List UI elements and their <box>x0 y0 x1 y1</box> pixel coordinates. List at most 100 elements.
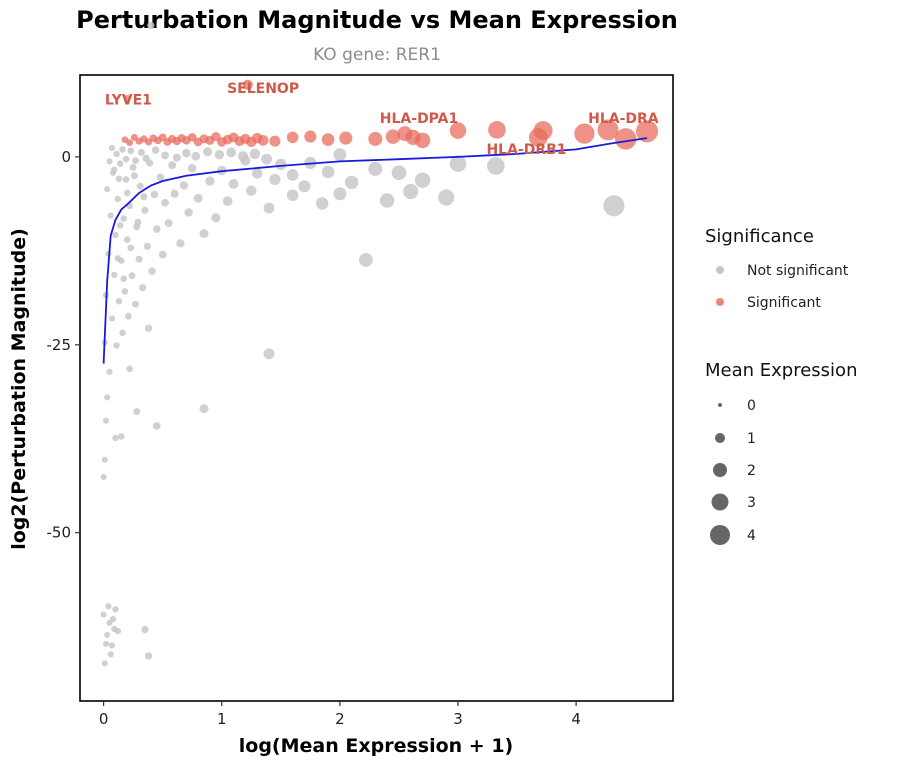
point-not-significant <box>100 611 107 618</box>
point-not-significant <box>286 169 299 181</box>
point-not-significant <box>118 433 125 440</box>
point-not-significant <box>125 312 132 320</box>
gene-label: SELENOP <box>227 81 299 97</box>
point-significant <box>286 131 299 144</box>
point-not-significant <box>152 422 161 430</box>
legend-size-1-swatch <box>715 433 725 443</box>
legend-size-2-label: 2 <box>747 463 756 479</box>
legend-size-title: Mean Expression <box>705 360 857 381</box>
point-significant <box>574 123 595 144</box>
legend-mean-expression: Mean Expression 0 1 2 3 4 <box>705 360 857 545</box>
legend-size-3-swatch <box>711 493 729 511</box>
point-significant <box>187 133 197 142</box>
point-not-significant <box>120 215 128 222</box>
point-not-significant <box>170 189 179 198</box>
y-tick-label: 0 <box>61 148 71 166</box>
point-significant <box>304 130 317 143</box>
point-not-significant <box>156 173 165 182</box>
point-not-significant <box>109 615 117 623</box>
point-not-significant <box>122 176 130 183</box>
point-significant <box>321 133 335 146</box>
point-not-significant <box>161 151 169 160</box>
point-not-significant <box>121 288 129 295</box>
point-not-significant <box>191 151 201 161</box>
point-not-significant <box>199 229 209 239</box>
point-not-significant <box>164 219 173 228</box>
point-not-significant <box>438 189 455 206</box>
point-not-significant <box>120 275 128 282</box>
point-not-significant <box>168 161 177 170</box>
point-not-significant <box>269 173 281 185</box>
point-not-significant <box>263 348 275 360</box>
point-not-significant <box>315 197 329 210</box>
point-not-significant <box>108 144 116 152</box>
point-significant <box>130 133 138 141</box>
point-not-significant <box>108 642 116 649</box>
point-significant <box>269 135 281 147</box>
point-significant <box>385 129 401 144</box>
point-not-significant <box>226 147 237 158</box>
point-not-significant <box>333 187 347 201</box>
point-not-significant <box>228 179 239 189</box>
point-not-significant <box>179 181 189 190</box>
point-not-significant <box>298 180 311 193</box>
legend-size-4-swatch <box>710 525 730 545</box>
point-not-significant <box>102 640 110 647</box>
point-not-significant <box>414 172 431 188</box>
point-not-significant <box>119 146 126 153</box>
x-tick-label: 2 <box>335 710 345 728</box>
point-not-significant <box>249 148 261 160</box>
point-not-significant <box>139 284 147 292</box>
point-not-significant <box>321 165 335 179</box>
trend-layer <box>102 137 648 364</box>
point-not-significant <box>136 182 144 190</box>
point-not-significant <box>113 342 120 349</box>
y-tick-label: -25 <box>47 336 72 354</box>
point-not-significant <box>141 625 149 634</box>
point-not-significant <box>123 189 131 197</box>
trend-line <box>102 137 648 364</box>
point-not-significant <box>237 151 249 162</box>
point-not-significant <box>176 239 185 248</box>
legend-size-0-swatch <box>718 403 722 407</box>
point-not-significant <box>129 163 137 171</box>
point-not-significant <box>193 193 203 203</box>
point-not-significant <box>135 255 143 263</box>
point-not-significant <box>108 315 116 322</box>
point-significant <box>528 127 548 147</box>
point-not-significant <box>128 272 136 280</box>
point-not-significant <box>106 368 113 375</box>
point-significant <box>242 79 253 90</box>
point-not-significant <box>141 206 149 214</box>
point-not-significant <box>449 155 467 172</box>
legend-size-2-swatch <box>713 463 727 477</box>
point-significant <box>368 131 383 146</box>
legend-significance: Significance Not significant Significant <box>705 226 849 311</box>
chart-title: Perturbation Magnitude vs Mean Expressio… <box>76 6 678 34</box>
point-significant <box>597 119 619 141</box>
point-not-significant <box>158 250 167 259</box>
y-axis: 0 -25 -50 <box>47 148 80 542</box>
x-tick-label: 0 <box>99 710 109 728</box>
point-not-significant <box>132 300 139 308</box>
point-not-significant <box>123 236 131 243</box>
point-not-significant <box>161 198 169 207</box>
plot-panel-border <box>79 74 674 702</box>
point-not-significant <box>261 153 273 165</box>
y-axis-title: log2(Perturbation Magnitude) <box>8 228 30 550</box>
point-not-significant <box>345 175 359 190</box>
point-not-significant <box>112 231 119 239</box>
legend-size-0-label: 0 <box>747 398 756 414</box>
point-not-significant <box>486 157 505 175</box>
point-not-significant <box>403 183 419 200</box>
point-not-significant <box>102 417 110 424</box>
point-not-significant <box>333 148 347 162</box>
point-not-significant <box>101 456 108 463</box>
point-not-significant <box>214 149 225 160</box>
point-not-significant <box>187 163 197 173</box>
point-significant <box>414 132 431 149</box>
gene-label: HLA-DPA1 <box>380 111 458 127</box>
point-not-significant <box>105 603 112 610</box>
point-not-significant <box>144 652 153 660</box>
